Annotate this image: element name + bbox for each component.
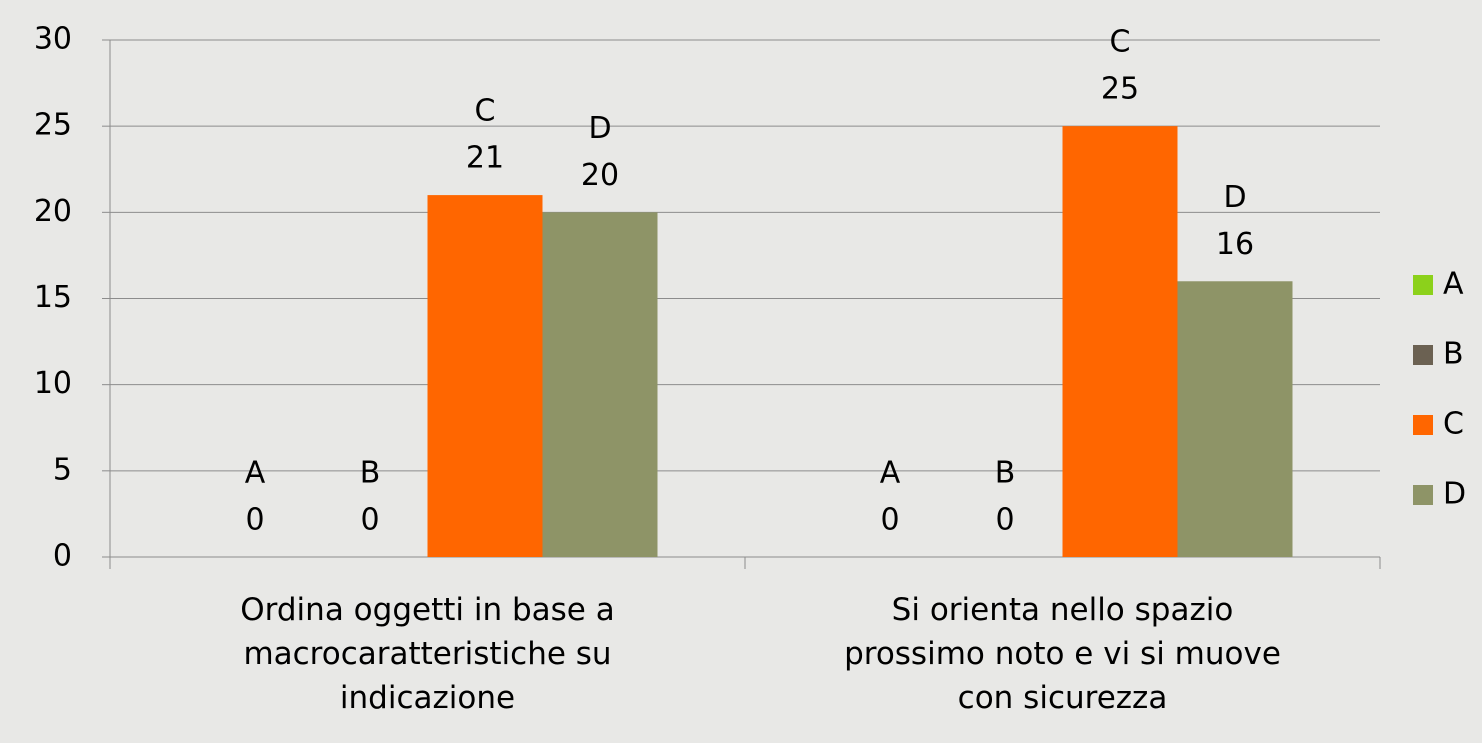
data-label-series: A (245, 456, 266, 491)
data-label: 20 (581, 158, 619, 193)
legend-label: B (1443, 337, 1464, 372)
bar (542, 212, 658, 558)
x-tick-label: Si orienta nello spazio prossimo noto e … (844, 592, 1281, 716)
data-label-series: B (360, 456, 381, 491)
bar (1177, 281, 1293, 557)
data-label: 0 (880, 503, 899, 538)
legend-label: C (1443, 407, 1464, 442)
data-label: 25 (1101, 72, 1139, 107)
legend-label: A (1443, 267, 1464, 302)
data-label-series: D (1223, 180, 1246, 215)
y-tick-label: 15 (34, 280, 72, 315)
data-label-series: D (588, 111, 611, 146)
bar (1062, 126, 1178, 558)
legend-swatch (1413, 485, 1433, 505)
x-tick-label: Ordina oggetti in base a macrocaratteris… (240, 592, 615, 716)
data-label: 0 (995, 503, 1014, 538)
data-label-series: B (995, 456, 1016, 491)
y-tick-label: 10 (34, 366, 72, 401)
legend-swatch (1413, 415, 1433, 435)
data-label-series: A (880, 456, 901, 491)
data-label: 21 (466, 141, 504, 176)
y-tick-label: 20 (34, 194, 72, 229)
bar (427, 195, 543, 557)
y-tick-label: 25 (34, 108, 72, 143)
y-tick-label: 5 (53, 452, 72, 487)
data-label: 0 (245, 503, 264, 538)
y-tick-label: 30 (34, 22, 72, 57)
y-tick-label: 0 (53, 539, 72, 574)
data-label: 0 (360, 503, 379, 538)
data-label-series: C (1110, 25, 1131, 60)
legend-swatch (1413, 275, 1433, 295)
legend-swatch (1413, 345, 1433, 365)
data-label-series: C (475, 94, 496, 129)
legend-label: D (1443, 477, 1466, 512)
data-label: 16 (1216, 227, 1254, 262)
